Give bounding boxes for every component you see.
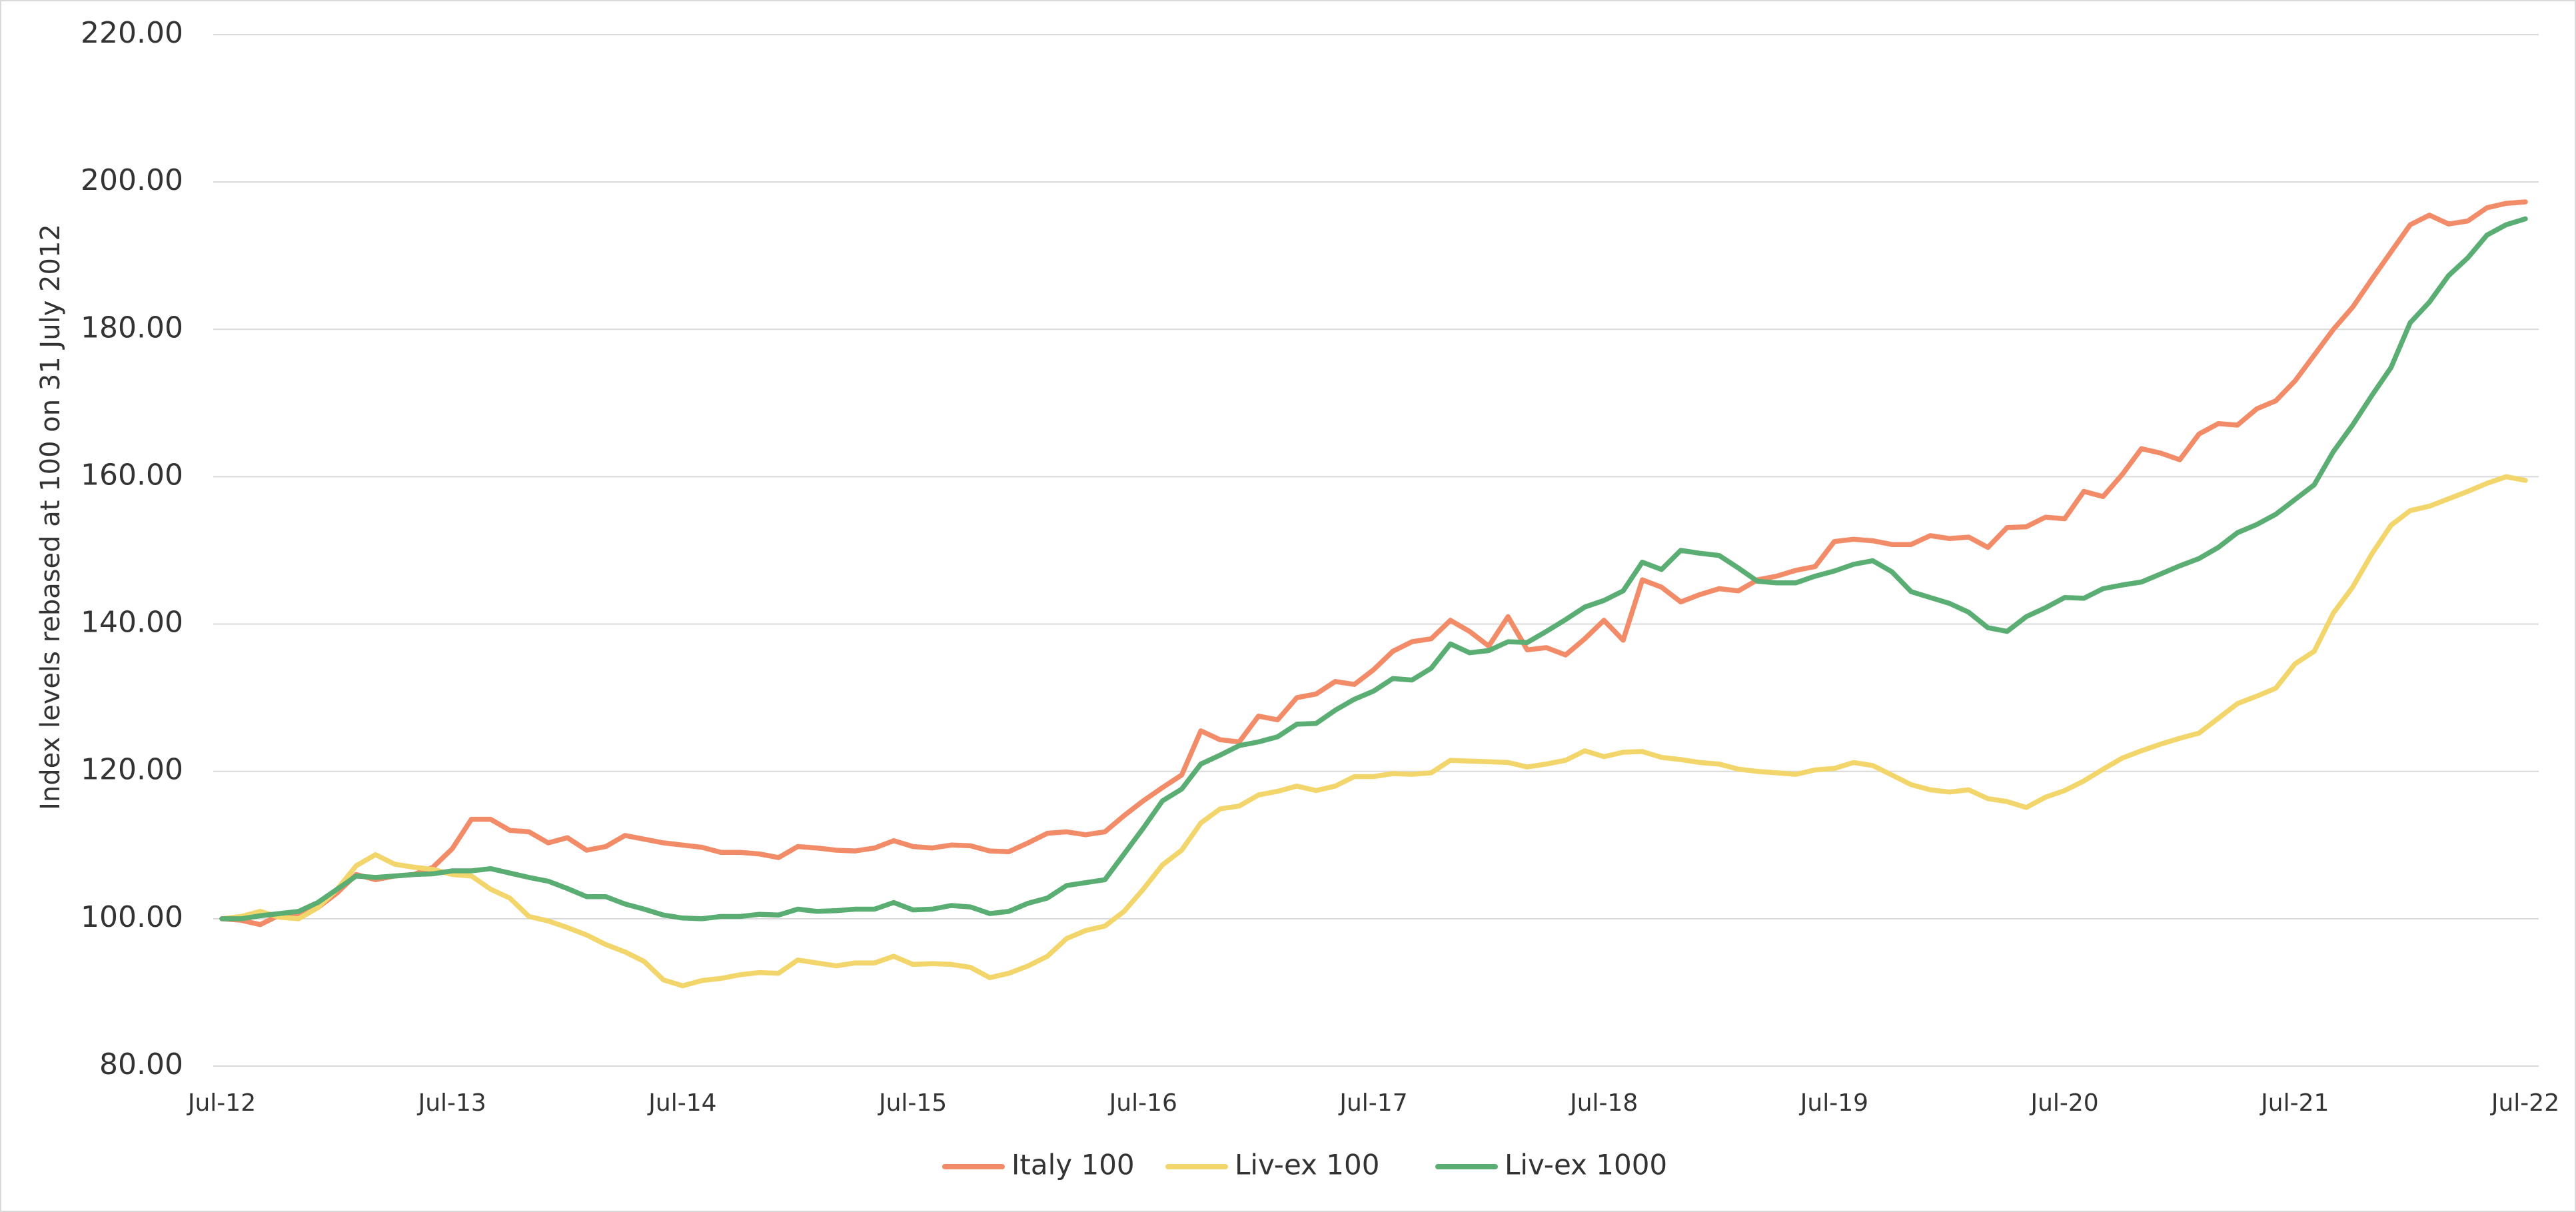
y-tick-label: 120.00: [81, 753, 183, 787]
x-tick-label: Jul-18: [1569, 1089, 1638, 1117]
x-tick-label: Jul-16: [1108, 1089, 1177, 1117]
series-line: [219, 474, 2528, 989]
y-tick-label: 220.00: [81, 16, 183, 50]
x-tick-label: Jul-15: [878, 1089, 947, 1117]
series-line: [219, 199, 2528, 927]
y-tick-label: 200.00: [81, 163, 183, 197]
x-tick-label: Jul-14: [647, 1089, 716, 1117]
x-tick-label: Jul-13: [417, 1089, 486, 1117]
x-tick-label: Jul-12: [187, 1089, 256, 1117]
legend-label: Liv-ex 100: [1235, 1149, 1379, 1181]
y-tick-label: 80.00: [99, 1047, 183, 1081]
x-tick-label: Jul-19: [1799, 1089, 1868, 1117]
y-tick-label: 180.00: [81, 310, 183, 344]
legend-label: Italy 100: [1011, 1149, 1135, 1181]
x-tick-label: Jul-20: [2029, 1089, 2098, 1117]
x-tick-label: Jul-17: [1338, 1089, 1407, 1117]
y-tick-label: 140.00: [81, 606, 183, 640]
y-tick-label: 160.00: [81, 458, 183, 492]
x-tick-label: Jul-21: [2259, 1089, 2329, 1117]
series-line: [219, 216, 2528, 921]
y-axis-label: Index levels rebased at 100 on 31 July 2…: [35, 224, 66, 810]
x-tick-label: Jul-22: [2490, 1089, 2559, 1117]
legend-label: Liv-ex 1000: [1505, 1149, 1667, 1181]
y-tick-label: 100.00: [81, 900, 183, 934]
